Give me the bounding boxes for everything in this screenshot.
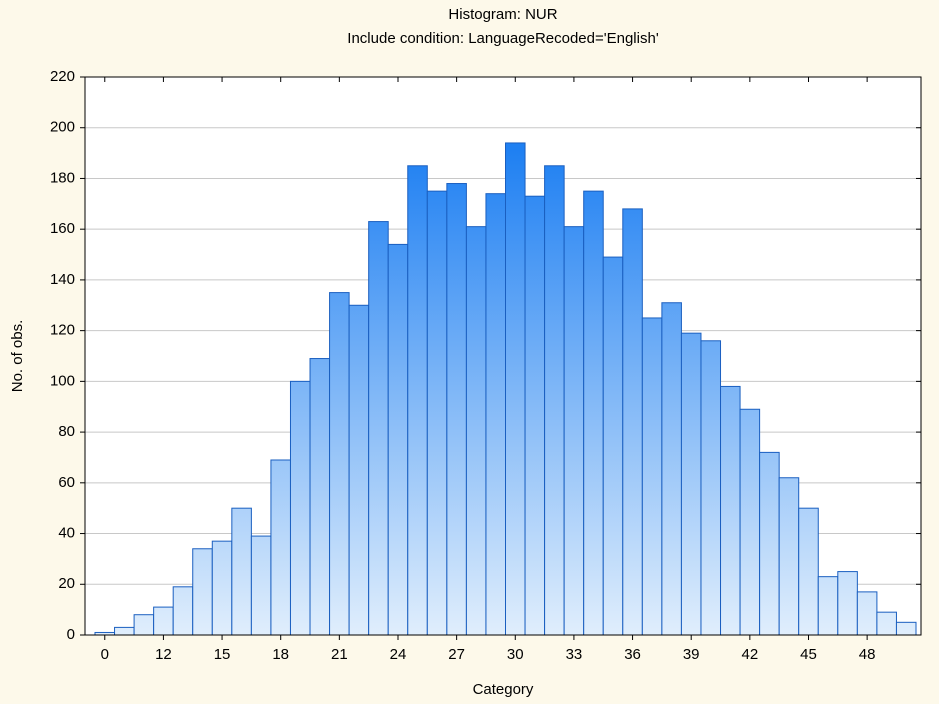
- bar: [192, 548, 213, 636]
- y-tick-label: 100: [50, 372, 75, 389]
- y-tick-label: 120: [50, 322, 75, 339]
- bar: [563, 226, 585, 636]
- y-axis-label: No. of obs.: [9, 320, 26, 393]
- y-tick-label: 180: [50, 169, 75, 186]
- x-tick-label: 21: [331, 646, 348, 663]
- bar: [622, 208, 643, 636]
- x-tick-label: 18: [272, 646, 289, 663]
- bar: [817, 576, 839, 636]
- bar: [289, 380, 311, 636]
- bar: [250, 535, 272, 636]
- bar: [544, 165, 565, 636]
- bar: [114, 626, 135, 636]
- bar: [426, 190, 448, 636]
- bar: [837, 571, 858, 636]
- bar: [739, 408, 761, 636]
- bar: [270, 459, 291, 636]
- bar: [368, 221, 389, 636]
- y-tick-label: 20: [58, 575, 75, 592]
- y-tick-label: 200: [50, 119, 75, 136]
- bar: [309, 358, 331, 636]
- bar: [133, 614, 155, 636]
- x-tick-label: 45: [800, 646, 817, 663]
- y-tick-label: 160: [50, 220, 75, 237]
- bar: [661, 302, 682, 636]
- x-tick-label: 36: [624, 646, 641, 663]
- bar: [348, 304, 370, 636]
- y-tick-label: 60: [58, 474, 75, 491]
- bar: [720, 385, 741, 636]
- bar: [407, 165, 428, 636]
- bar: [465, 226, 487, 636]
- bar: [583, 190, 604, 636]
- bar: [387, 243, 409, 636]
- bar: [446, 183, 467, 636]
- plot-frame: [84, 76, 922, 636]
- bar: [680, 332, 702, 636]
- bar: [759, 451, 780, 636]
- y-tick-label: 0: [67, 626, 75, 643]
- bar: [602, 256, 624, 636]
- y-tick-label: 40: [58, 525, 75, 542]
- x-tick-label: 27: [448, 646, 465, 663]
- bar: [524, 195, 546, 636]
- bar: [895, 621, 917, 636]
- bar: [778, 477, 800, 636]
- bar: [700, 340, 722, 636]
- bar: [798, 507, 819, 636]
- y-tick-label: 80: [58, 423, 75, 440]
- y-tick-label: 140: [50, 271, 75, 288]
- bar: [329, 292, 350, 636]
- bar: [856, 591, 878, 636]
- bar: [485, 193, 507, 636]
- x-tick-label: 24: [390, 646, 407, 663]
- chart-title: Histogram: NUR: [448, 6, 557, 23]
- bar: [876, 611, 897, 636]
- bar: [505, 142, 526, 636]
- y-tick-label: 220: [50, 68, 75, 85]
- x-tick-label: 39: [683, 646, 700, 663]
- bar: [231, 507, 252, 636]
- chart-subtitle: Include condition: LanguageRecoded='Engl…: [347, 30, 659, 47]
- x-tick-label: 12: [155, 646, 172, 663]
- bar: [153, 606, 174, 636]
- bar: [641, 317, 663, 636]
- bar: [172, 586, 194, 636]
- bar: [211, 540, 233, 636]
- x-tick-label: 48: [859, 646, 876, 663]
- x-axis-label: Category: [473, 681, 534, 698]
- x-tick-label: 30: [507, 646, 524, 663]
- x-tick-label: 0: [101, 646, 109, 663]
- x-tick-label: 42: [742, 646, 759, 663]
- x-tick-label: 33: [566, 646, 583, 663]
- x-tick-label: 15: [214, 646, 231, 663]
